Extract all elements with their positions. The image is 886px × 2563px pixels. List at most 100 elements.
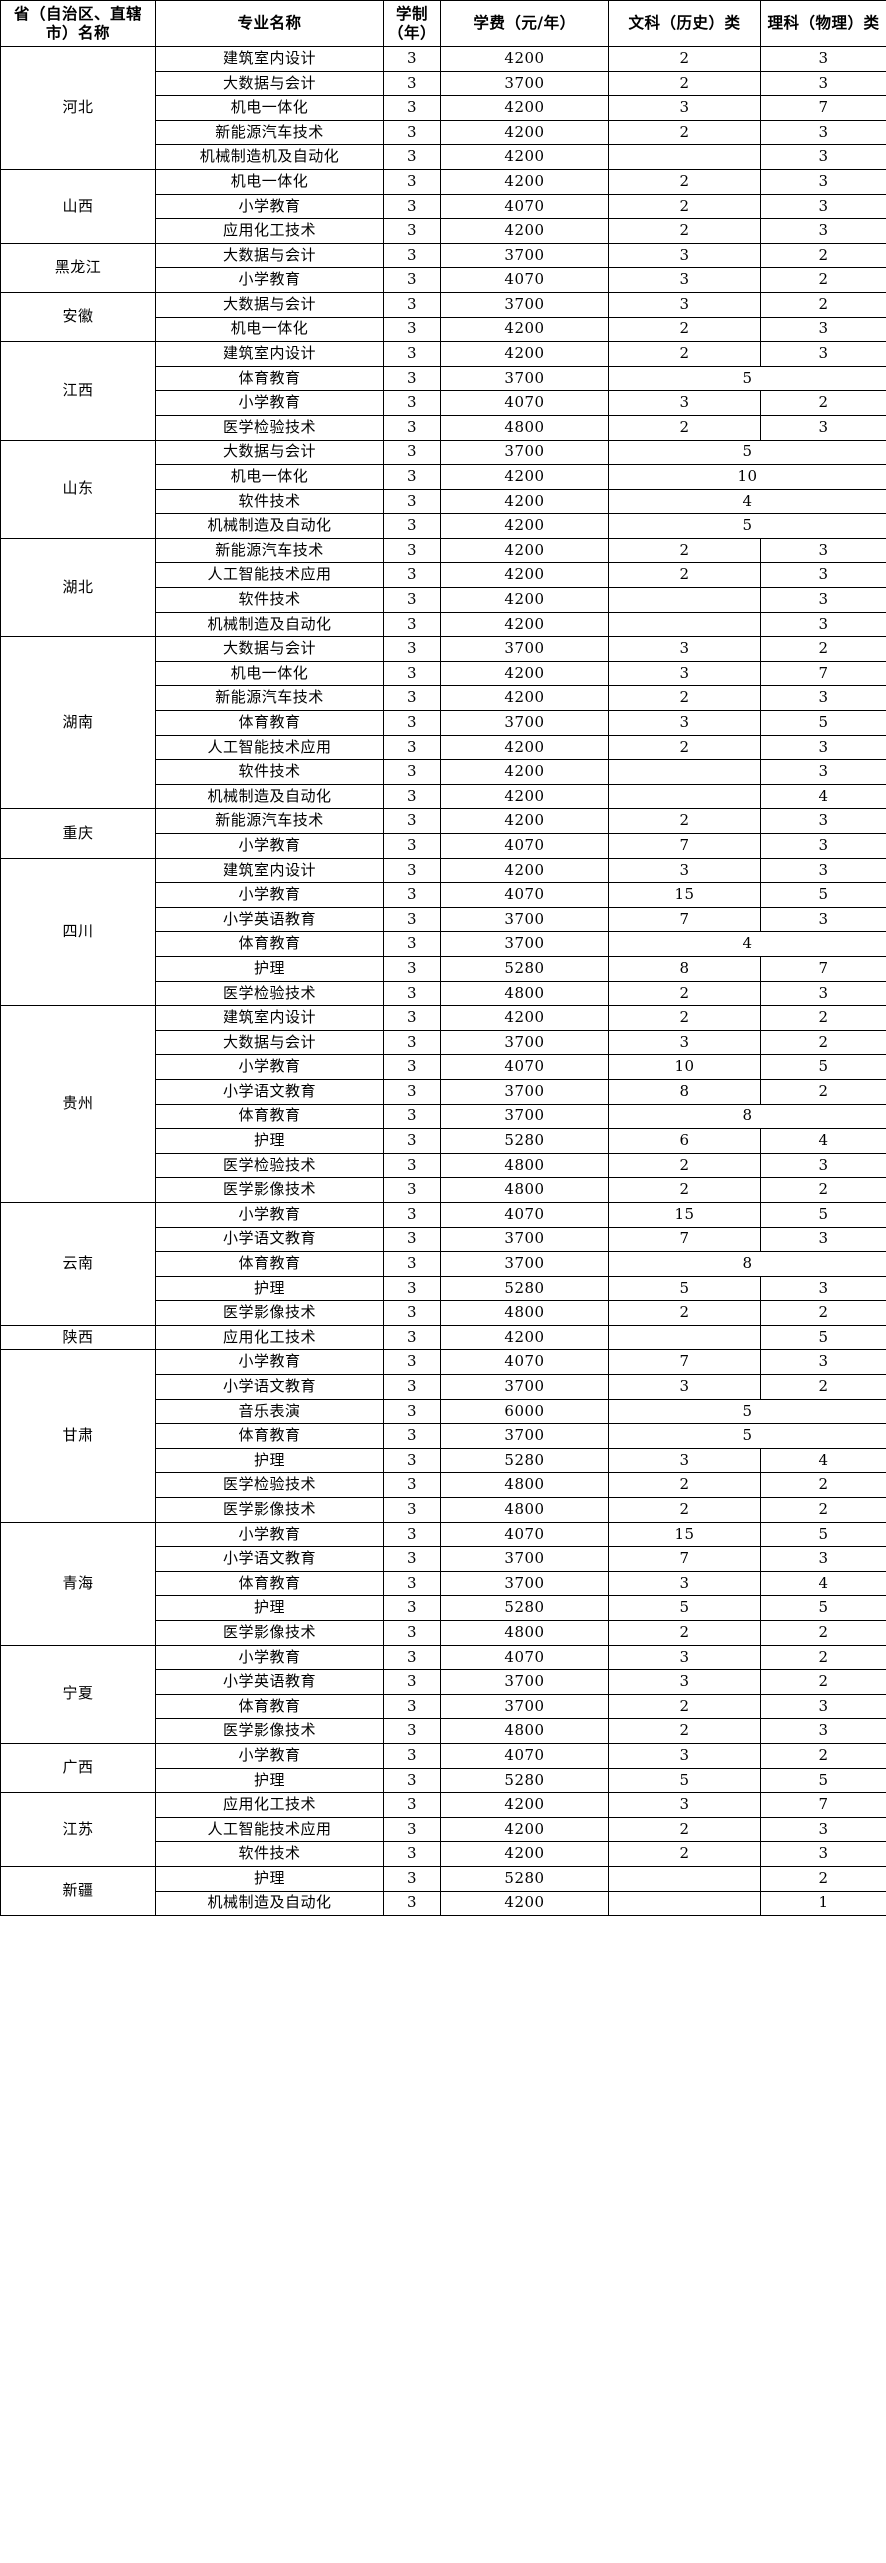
major-cell: 应用化工技术 — [155, 218, 384, 244]
header-major: 专业名称 — [155, 0, 384, 47]
arts-quota-cell: 3 — [608, 1374, 761, 1400]
combined-quota-cell: 8 — [608, 1103, 886, 1130]
major-cell: 新能源汽车技术 — [155, 685, 384, 712]
table-row: 医学检验技术 3 4800 2 3 — [1, 1152, 886, 1179]
major-cell: 小学英语教育 — [155, 906, 384, 933]
table-row: 体育教育 3 3700 5 — [1, 365, 886, 392]
combined-quota-cell: 5 — [608, 365, 886, 392]
science-quota-cell: 3 — [760, 587, 886, 613]
science-quota-cell: 3 — [760, 759, 886, 785]
science-quota-cell: 3 — [760, 144, 886, 170]
major-cell: 机电一体化 — [155, 95, 384, 121]
years-cell: 3 — [383, 168, 441, 195]
tuition-cell: 4070 — [440, 1349, 609, 1376]
arts-quota-cell — [608, 587, 761, 613]
science-quota-cell: 7 — [760, 95, 886, 121]
tuition-cell: 3700 — [440, 931, 609, 957]
tuition-cell: 4200 — [440, 119, 609, 146]
major-cell: 大数据与会计 — [155, 1029, 384, 1056]
header-arts: 文科（历史）类 — [608, 0, 761, 47]
arts-quota-cell: 7 — [608, 1349, 761, 1376]
tuition-cell: 3700 — [440, 70, 609, 97]
table-row: 软件技术 3 4200 2 3 — [1, 1841, 886, 1867]
science-quota-cell: 3 — [760, 1275, 886, 1302]
major-cell: 小学教育 — [155, 1201, 384, 1228]
table-row: 大数据与会计 3 3700 3 2 — [1, 1029, 886, 1056]
science-quota-cell: 5 — [760, 1767, 886, 1794]
table-row: 护理 3 5280 6 4 — [1, 1128, 886, 1154]
tuition-cell: 5280 — [440, 1767, 609, 1794]
major-cell: 体育教育 — [155, 1570, 384, 1597]
science-quota-cell: 7 — [760, 1792, 886, 1818]
table-row: 机电一体化 3 4200 3 7 — [1, 95, 886, 121]
tuition-cell: 4070 — [440, 882, 609, 908]
years-cell: 3 — [383, 1865, 441, 1892]
science-quota-cell: 5 — [760, 710, 886, 736]
arts-quota-cell: 10 — [608, 1054, 761, 1080]
arts-quota-cell: 2 — [608, 734, 761, 761]
science-quota-cell: 3 — [760, 1718, 886, 1744]
major-cell: 机械制造及自动化 — [155, 783, 384, 810]
table-row: 应用化工技术 3 4200 2 3 — [1, 218, 886, 244]
major-cell: 小学教育 — [155, 1742, 384, 1769]
major-cell: 小学语文教育 — [155, 1546, 384, 1572]
tuition-cell: 3700 — [440, 636, 609, 662]
major-cell: 小学教育 — [155, 1349, 384, 1376]
table-row: 山东 大数据与会计 3 3700 5 — [0, 439, 886, 539]
province-cell: 青海 — [0, 1521, 156, 1646]
arts-quota-cell — [608, 144, 761, 170]
table-row: 小学语文教育 3 3700 7 3 — [1, 1546, 886, 1572]
arts-quota-cell: 3 — [608, 710, 761, 736]
arts-quota-cell: 2 — [608, 341, 761, 367]
science-quota-cell: 7 — [760, 660, 886, 687]
years-cell: 3 — [383, 587, 441, 613]
province-cell: 湖南 — [0, 636, 156, 810]
tuition-cell: 3700 — [440, 906, 609, 933]
major-cell: 医学影像技术 — [155, 1177, 384, 1203]
major-cell: 机电一体化 — [155, 316, 384, 343]
science-quota-cell: 3 — [760, 1816, 886, 1843]
tuition-cell: 4070 — [440, 1201, 609, 1228]
science-quota-cell: 3 — [760, 611, 886, 638]
arts-quota-cell: 2 — [608, 808, 761, 834]
table-row: 医学影像技术 3 4800 2 2 — [1, 1620, 886, 1646]
combined-quota-cell: 10 — [608, 464, 886, 490]
science-quota-cell: 3 — [760, 1693, 886, 1720]
science-quota-cell: 2 — [760, 1669, 886, 1695]
tuition-cell: 5280 — [440, 955, 609, 982]
years-cell: 3 — [383, 1447, 441, 1474]
tuition-cell: 4200 — [440, 1324, 609, 1351]
tuition-cell: 4800 — [440, 1497, 609, 1523]
years-cell: 3 — [383, 316, 441, 343]
tuition-cell: 3700 — [440, 1103, 609, 1130]
years-cell: 3 — [383, 193, 441, 220]
years-cell: 3 — [383, 710, 441, 736]
table-row: 体育教育 3 3700 5 — [1, 1423, 886, 1449]
table-row: 新能源汽车技术 3 4200 2 3 — [1, 685, 886, 712]
years-cell: 3 — [383, 660, 441, 687]
years-cell: 3 — [383, 636, 441, 662]
science-quota-cell: 3 — [760, 168, 886, 195]
major-cell: 医学检验技术 — [155, 414, 384, 441]
years-cell: 3 — [383, 1890, 441, 1917]
table-row: 护理 3 5280 5 3 — [1, 1275, 886, 1302]
major-cell: 应用化工技术 — [155, 1324, 384, 1351]
science-quota-cell: 2 — [760, 636, 886, 662]
table-row: 湖南 大数据与会计 3 3700 3 2 — [0, 636, 886, 810]
table-row: 人工智能技术应用 3 4200 2 3 — [1, 562, 886, 589]
combined-quota-cell: 5 — [608, 1398, 886, 1425]
years-cell: 3 — [383, 439, 441, 466]
province-cell: 甘肃 — [0, 1349, 156, 1523]
arts-quota-cell: 3 — [608, 1644, 761, 1671]
table-row: 医学影像技术 3 4800 2 2 — [1, 1300, 886, 1326]
table-body: 河北 建筑室内设计 3 4200 2 3 大数据与会计 3 3700 2 3 机电一体化 3 4200 3 7… — [0, 46, 886, 1917]
science-quota-cell: 1 — [760, 1890, 886, 1917]
tuition-cell: 5280 — [440, 1275, 609, 1302]
major-cell: 体育教育 — [155, 1693, 384, 1720]
tuition-cell: 3700 — [440, 1374, 609, 1400]
years-cell: 3 — [383, 1226, 441, 1253]
arts-quota-cell: 3 — [608, 267, 761, 293]
science-quota-cell: 3 — [760, 734, 886, 761]
table-row: 青海 小学教育 3 4070 15 5 — [0, 1521, 886, 1646]
major-cell: 软件技术 — [155, 488, 384, 515]
